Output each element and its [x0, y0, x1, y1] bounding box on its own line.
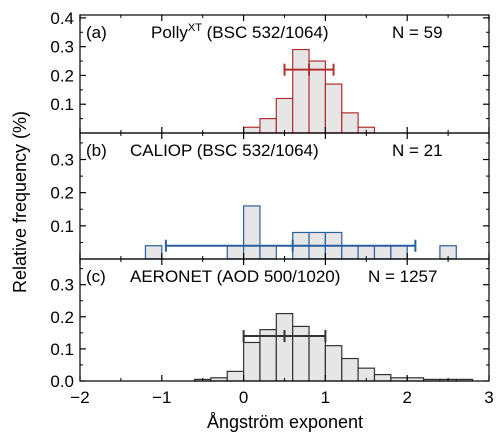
bar — [243, 126, 261, 134]
panel-label: (b) — [86, 141, 107, 160]
bar — [341, 357, 359, 382]
panel-n-count: N = 1257 — [368, 267, 437, 286]
panel-a: 0.4 0.3 0.2 0.1 (a) PollyXT (BSC 532/1064) N =… — [50, 9, 490, 134]
bar — [226, 370, 245, 382]
y-tick-label: 0.3 — [50, 276, 74, 295]
panel-title-main: Polly — [151, 23, 188, 42]
panel-title: PollyXT (BSC 532/1064) — [151, 22, 329, 42]
panels-group: 0.4 0.3 0.2 0.1 (a) PollyXT (BSC 532/1064) N =… — [50, 9, 493, 407]
y-tick-label: 0.2 — [50, 66, 74, 85]
panel-b: 0.3 0.2 0.1 (b) CALIOP (BSC 532/1064) N = 21 — [50, 132, 490, 260]
x-axis-label: Ångström exponent — [207, 412, 363, 432]
panel-title-rest: (BSC 532/1064) — [202, 23, 329, 42]
bar — [243, 205, 261, 260]
bar — [275, 312, 294, 382]
bar — [275, 97, 294, 134]
x-tick-label: −2 — [70, 388, 89, 407]
y-tick-label: 0.4 — [50, 9, 74, 28]
bar — [292, 48, 310, 134]
error-bar — [164, 239, 417, 252]
error-bar — [283, 63, 335, 76]
bar — [259, 329, 277, 382]
x-tick-label: 1 — [321, 388, 330, 407]
x-tick-label: −1 — [152, 388, 171, 407]
panel-title: CALIOP (BSC 532/1064) — [130, 141, 319, 160]
y-tick-label: 0.2 — [50, 308, 74, 327]
bar — [341, 112, 359, 134]
y-tick-label: 0.1 — [50, 217, 74, 236]
panel-title-main: CALIOP (BSC 532/1064) — [130, 141, 319, 160]
x-tick-label: 2 — [402, 388, 411, 407]
y-tick-label: 0.1 — [50, 95, 74, 114]
y-axis-label: Relative frequency (%) — [10, 111, 30, 293]
bar — [324, 83, 343, 134]
y-tick-label: 0.2 — [50, 184, 74, 203]
y-tick-label: 0.1 — [50, 340, 74, 359]
bar — [308, 60, 327, 134]
bar — [373, 373, 392, 382]
error-bar — [242, 330, 327, 343]
bar — [292, 325, 310, 382]
bar — [243, 341, 261, 382]
x-tick-label: 3 — [484, 388, 493, 407]
y-tick-label: 0.3 — [50, 38, 74, 57]
bar — [390, 245, 408, 260]
panel-title-main: AERONET (AOD 500/1020) — [130, 267, 340, 286]
y-tick-label: 0.0 — [50, 372, 74, 391]
y-tick-label: 0.3 — [50, 151, 74, 170]
panel-title: AERONET (AOD 500/1020) — [130, 267, 340, 286]
panel-c: 0.3 0.2 0.1 0.0 (c) AERONET (AOD 500/1020) N =… — [50, 258, 490, 391]
panel-label: (c) — [86, 267, 106, 286]
panel-n-count: N = 21 — [392, 141, 443, 160]
bar — [308, 335, 327, 382]
bar — [324, 345, 343, 382]
bar — [259, 245, 277, 260]
bar — [373, 245, 392, 260]
panel-title-sup: XT — [188, 22, 202, 34]
bar — [144, 245, 163, 260]
panel-label: (a) — [86, 23, 107, 42]
bar — [341, 245, 359, 260]
panel-n-count: N = 59 — [392, 23, 443, 42]
bar — [259, 118, 277, 134]
bar — [226, 245, 245, 260]
x-tick-label: 0 — [239, 388, 248, 407]
